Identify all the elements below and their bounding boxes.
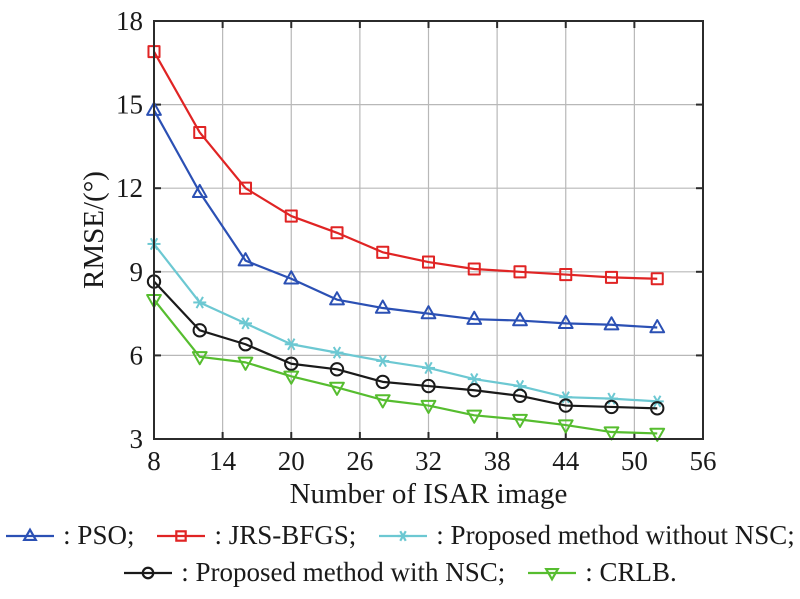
series-jrs-bfgs	[147, 45, 664, 286]
svg-text:56: 56	[690, 446, 717, 476]
jrs-bfgs-legend-label: : JRS-BFGS;	[214, 520, 357, 550]
jrs-bfgs-line-marker-icon	[156, 526, 206, 546]
crlb-line-marker-icon	[527, 563, 577, 583]
x-axis-label: Number of ISAR image	[290, 478, 568, 510]
legend-entry-crlb: : CRLB.	[527, 557, 677, 588]
svg-text:20: 20	[278, 446, 305, 476]
y-axis-label: RMSE/(°)	[78, 171, 110, 289]
svg-text:8: 8	[147, 446, 161, 476]
svg-text:18: 18	[116, 6, 143, 36]
without-nsc-line-marker-icon	[378, 526, 428, 546]
legend-row-1: : PSO; : JRS-BFGS; : Proposed method wit…	[5, 520, 795, 551]
crlb-legend-label: : CRLB.	[585, 557, 677, 587]
series-pso	[146, 101, 666, 334]
series-crlb	[146, 293, 666, 442]
gridlines	[154, 21, 703, 439]
with-nsc-legend-label: : Proposed method with NSC;	[181, 557, 506, 587]
plot-frame	[153, 20, 704, 440]
pso-line-marker-icon	[5, 526, 55, 546]
svg-text:15: 15	[116, 90, 143, 120]
svg-text:12: 12	[116, 173, 143, 203]
svg-text:9: 9	[130, 257, 144, 287]
with-nsc-line-marker-icon	[123, 563, 173, 583]
svg-text:14: 14	[209, 446, 237, 476]
legend: : PSO; : JRS-BFGS; : Proposed method wit…	[0, 520, 800, 588]
svg-text:3: 3	[130, 424, 144, 454]
svg-text:44: 44	[552, 446, 580, 476]
legend-entry-jrs-bfgs: : JRS-BFGS;	[156, 520, 356, 551]
svg-text:32: 32	[415, 446, 442, 476]
legend-entry-with-nsc: : Proposed method with NSC;	[123, 557, 505, 588]
legend-entry-pso: : PSO;	[5, 520, 134, 551]
svg-text:6: 6	[130, 340, 144, 370]
series-proposed-method-with-nsc	[146, 274, 665, 416]
pso-legend-label: : PSO;	[63, 520, 135, 550]
svg-text:50: 50	[621, 446, 648, 476]
legend-row-2: : Proposed method with NSC; : CRLB.	[123, 557, 677, 588]
series-proposed-method-without-nsc	[147, 237, 664, 408]
legend-entry-without-nsc: : Proposed method without NSC;	[378, 520, 795, 551]
axis-tick-labels: 3 6 9 12 15 18 8 14 20 26 32 38 44 50 56	[116, 6, 717, 476]
svg-text:26: 26	[346, 446, 373, 476]
without-nsc-legend-label: : Proposed method without NSC;	[436, 520, 795, 550]
svg-text:38: 38	[484, 446, 511, 476]
chart-canvas: 3 6 9 12 15 18 8 14 20 26 32 38 44 50 56 Number of ISAR…	[78, 6, 717, 510]
